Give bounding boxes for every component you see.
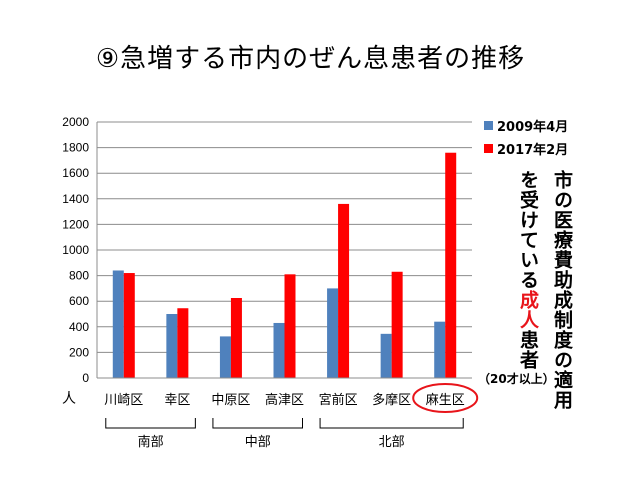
- y-tick-label: 1200: [62, 217, 89, 231]
- y-tick-label: 600: [69, 294, 89, 308]
- legend-swatch: [484, 144, 493, 153]
- group-label: 中部: [245, 435, 271, 450]
- bar-series2: [391, 271, 403, 378]
- highlight-ellipse: [412, 383, 479, 413]
- group-bracket: [105, 418, 196, 429]
- x-tick-label: 中原区: [211, 393, 250, 408]
- region-group-brackets: 南部 中部 北部: [105, 418, 464, 450]
- bar-series1: [434, 321, 446, 378]
- bar-series1: [273, 322, 285, 378]
- x-tick-label: 宮前区: [319, 392, 358, 408]
- y-tick-label: 400: [69, 320, 89, 334]
- bar-series1: [166, 314, 178, 378]
- legend-label: 2017年2月: [497, 142, 568, 158]
- x-tick-label: 多摩区: [372, 392, 411, 408]
- annotation-line2-after: 患者: [517, 330, 539, 370]
- y-tick-labels: 0 200 400 600 800 1000 1200 1400 1600 1800 2000: [62, 115, 89, 385]
- x-tick-labels: 川崎区 幸区 中原区 高津区 宮前区 多摩区 麻生区: [104, 392, 464, 408]
- annotation-line2-highlight: 成人: [517, 290, 539, 330]
- bar-series2: [284, 274, 296, 378]
- age-note: （20才以上）: [478, 372, 555, 386]
- annotation-line2-before: を受けている: [517, 170, 539, 290]
- y-tick-label: 1000: [62, 243, 89, 257]
- bar-series2: [230, 298, 242, 378]
- legend-swatch: [484, 121, 493, 130]
- x-tick-label: 麻生区: [426, 393, 465, 408]
- y-tick-label: 2000: [62, 115, 89, 129]
- y-tick-label: 1600: [62, 166, 89, 180]
- x-tick-label: 幸区: [164, 393, 190, 408]
- slide-title: ⑨急増する市内のぜん息患者の推移: [95, 44, 526, 74]
- y-tick-label: 0: [82, 371, 89, 385]
- annotation-line1: 市の医療費助成制度の適用: [551, 170, 573, 410]
- y-tick-label: 1400: [62, 192, 89, 206]
- bar-series1: [219, 336, 231, 378]
- group-label: 北部: [379, 435, 405, 450]
- bar-series2: [177, 308, 189, 378]
- bar-series2: [123, 273, 135, 378]
- group-label: 南部: [138, 434, 164, 450]
- y-tick-label: 200: [69, 345, 89, 359]
- bar-series1: [380, 333, 392, 378]
- highlight-ellipse: [412, 383, 479, 413]
- bar-series1: [112, 270, 124, 378]
- legend: 2009年4月 2017年2月: [484, 119, 568, 158]
- legend-label: 2009年4月: [497, 119, 568, 135]
- x-tick-label: 高津区: [265, 392, 304, 408]
- x-axis: 人: [62, 122, 472, 407]
- group-bracket: [319, 418, 464, 429]
- y-tick-label: 800: [69, 269, 89, 283]
- bars: [112, 152, 457, 378]
- annotation-line2: を受けている成人患者: [517, 170, 539, 370]
- bar-series2: [445, 152, 457, 378]
- x-tick-label: 川崎区: [104, 393, 143, 408]
- y-tick-label: 1800: [62, 141, 89, 155]
- bar-series1: [327, 288, 339, 378]
- group-bracket: [212, 418, 303, 429]
- y-axis-unit-label: 人: [62, 391, 76, 407]
- bar-series2: [338, 203, 350, 378]
